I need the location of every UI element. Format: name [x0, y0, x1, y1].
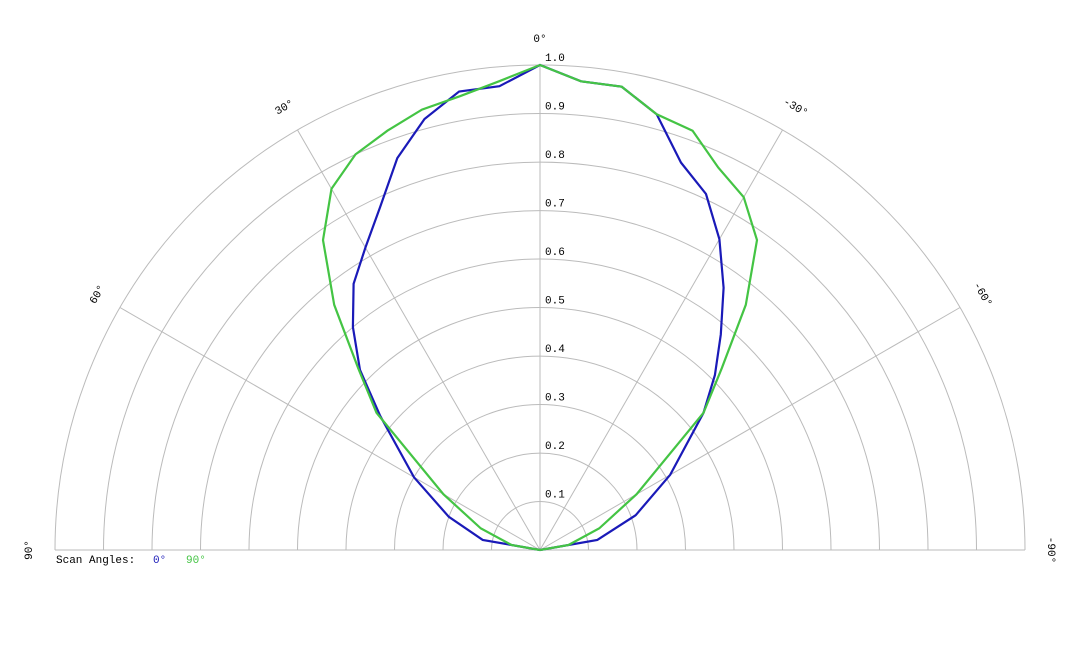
r-tick-label: 0.7: [545, 198, 565, 210]
theta-tick-label: 0°: [533, 34, 546, 46]
theta-tick-label: 90°: [24, 540, 36, 560]
r-tick-label: 0.5: [545, 295, 565, 307]
r-tick-label: 0.6: [545, 247, 565, 259]
legend-title: Scan Angles:: [56, 555, 135, 567]
r-tick-label: 0.2: [545, 441, 565, 453]
r-tick-label: 0.9: [545, 101, 565, 113]
r-tick-label: 1.0: [545, 53, 565, 65]
grid-spoke: [539, 129, 783, 551]
theta-tick-label: -90°: [1044, 537, 1056, 563]
r-tick-label: 0.8: [545, 150, 565, 162]
legend-entry: 0°: [153, 555, 166, 567]
grid-spoke: [297, 129, 541, 551]
r-tick-label: 0.4: [545, 344, 565, 356]
r-tick-label: 0.3: [545, 392, 565, 404]
legend-entry: 90°: [186, 555, 206, 567]
theta-tick-label: 30°: [273, 98, 296, 118]
theta-tick-label: -30°: [781, 96, 810, 120]
series-line: [321, 63, 759, 552]
theta-tick-label: 60°: [88, 283, 108, 306]
grid-spoke: [119, 307, 541, 551]
grid-spoke: [539, 307, 961, 551]
r-tick-label: 0.1: [545, 489, 565, 501]
theta-tick-label: -60°: [970, 281, 994, 310]
